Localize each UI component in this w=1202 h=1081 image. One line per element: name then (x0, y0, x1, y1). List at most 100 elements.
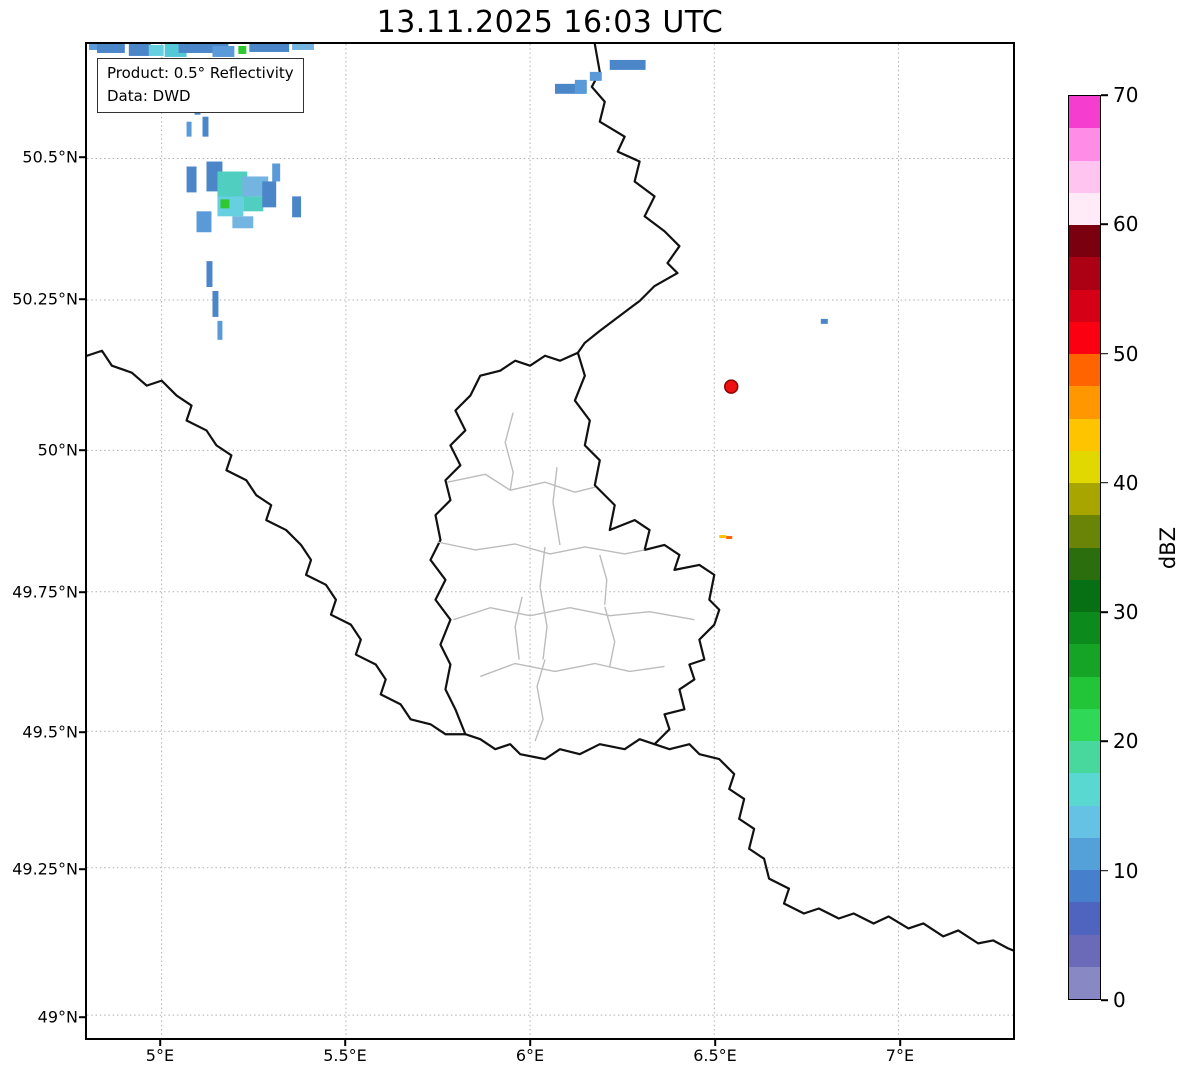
colorbar-band (1069, 354, 1100, 387)
colorbar-band (1069, 966, 1100, 999)
y-tick-label: 49.75°N (12, 582, 78, 602)
y-tick-mark (79, 1016, 85, 1018)
x-tick-label: 6°E (515, 1046, 545, 1065)
country-borders (87, 44, 1013, 952)
colorbar-tick-mark (1101, 482, 1108, 484)
colorbar-band (1069, 225, 1100, 258)
radar-echo (238, 45, 247, 54)
district-border (534, 659, 546, 742)
y-tick-mark (79, 591, 85, 593)
colorbar-tick-label: 60 (1113, 212, 1139, 237)
y-tick-label: 50.5°N (22, 147, 78, 167)
radar-echo (554, 83, 585, 94)
radar-echo (574, 79, 587, 94)
radar-echo (96, 44, 125, 53)
radar-echo (186, 166, 197, 193)
y-tick-mark (79, 298, 85, 300)
colorbar-tick-label: 70 (1113, 83, 1139, 107)
colorbar-band (1069, 386, 1100, 419)
colorbar-band (1069, 773, 1100, 806)
colorbar-band (1069, 289, 1100, 322)
gridlines (87, 44, 1013, 1038)
radar-echo (272, 163, 281, 182)
radar-echo (292, 44, 315, 50)
y-tick-label: 50.25°N (12, 289, 78, 309)
figure-title: 13.11.2025 16:03 UTC (376, 5, 724, 40)
district-border (447, 473, 595, 493)
radar-echo (186, 121, 192, 137)
y-tick-mark (79, 449, 85, 451)
colorbar-band (1069, 128, 1100, 161)
y-tick-mark (79, 156, 85, 158)
district-border (514, 596, 523, 660)
luxembourg-outline (429, 351, 721, 761)
radar-echoes (88, 44, 828, 540)
colorbar-band (1069, 192, 1100, 225)
x-tick-label: 7°E (885, 1046, 915, 1065)
radar-echo (196, 211, 212, 233)
radar-markers (723, 379, 739, 394)
luxembourg-district-borders (437, 412, 695, 742)
colorbar-tick-mark (1101, 611, 1108, 613)
colorbar-band (1069, 805, 1100, 838)
radar-echo (243, 196, 264, 212)
radar-point-marker (723, 379, 739, 394)
colorbar-band (1069, 934, 1100, 967)
colorbar-band (1069, 741, 1100, 774)
y-tick-mark (79, 731, 85, 733)
colorbar-tick-mark (1101, 223, 1108, 226)
radar-echo (232, 216, 254, 229)
colorbar-band (1069, 257, 1100, 290)
colorbar-tick-label: 50 (1113, 341, 1139, 366)
radar-echo (148, 44, 164, 56)
colorbar-band (1069, 483, 1100, 516)
colorbar-band (1069, 418, 1100, 451)
product-label: Product: 0.5° Reflectivity (107, 64, 294, 82)
y-tick-label: 50°N (37, 440, 78, 460)
colorbar-tick-label: 20 (1113, 729, 1139, 754)
radar-echo (249, 44, 290, 52)
colorbar-tick-mark (1101, 94, 1108, 96)
radar-echo (292, 196, 302, 218)
colorbar-tick-label: 40 (1113, 470, 1139, 495)
x-tick-label: 6.5°E (693, 1046, 737, 1065)
colorbar-band (1069, 837, 1100, 870)
colorbar-tick-mark (1101, 352, 1108, 355)
data-source-label: Data: DWD (107, 86, 191, 105)
radar-echo (726, 536, 733, 540)
colorbar-tick-mark (1101, 999, 1108, 1001)
colorbar-tick-mark (1101, 740, 1108, 743)
border-belgium-germany (576, 44, 681, 354)
district-border (480, 662, 665, 678)
radar-echo (206, 261, 213, 288)
colorbar-band (1069, 902, 1100, 935)
colorbar-band (1069, 612, 1100, 645)
colorbar-tick-label: 0 (1113, 988, 1126, 1012)
district-border (437, 541, 645, 555)
colorbar-tick-label: 10 (1113, 858, 1139, 883)
radar-echo (820, 318, 828, 324)
x-tick-label: 5.5°E (323, 1046, 367, 1065)
map-plot: Product: 0.5° Reflectivity Data: DWD (85, 42, 1015, 1040)
colorbar-band (1069, 676, 1100, 709)
border-france-belgium (87, 349, 467, 736)
x-tick-mark (899, 1040, 901, 1046)
radar-echo (719, 535, 727, 539)
radar-echo (212, 45, 235, 57)
map-canvas (87, 44, 1013, 1038)
colorbar-band (1069, 644, 1100, 677)
y-tick-label: 49.25°N (12, 859, 78, 879)
border-france-germany (653, 743, 1013, 952)
x-tick-mark (529, 1040, 531, 1046)
radar-echo (262, 181, 277, 208)
radar-echo (609, 59, 646, 70)
colorbar-label: dBZ (1156, 526, 1180, 570)
product-info-box: Product: 0.5° Reflectivity Data: DWD (97, 58, 304, 113)
radar-echo (242, 176, 269, 197)
radar-echo (212, 291, 219, 317)
colorbar-tick-mark (1101, 869, 1108, 872)
y-tick-label: 49°N (37, 1007, 78, 1027)
colorbar-band (1069, 547, 1100, 580)
radar-echo (220, 199, 230, 209)
